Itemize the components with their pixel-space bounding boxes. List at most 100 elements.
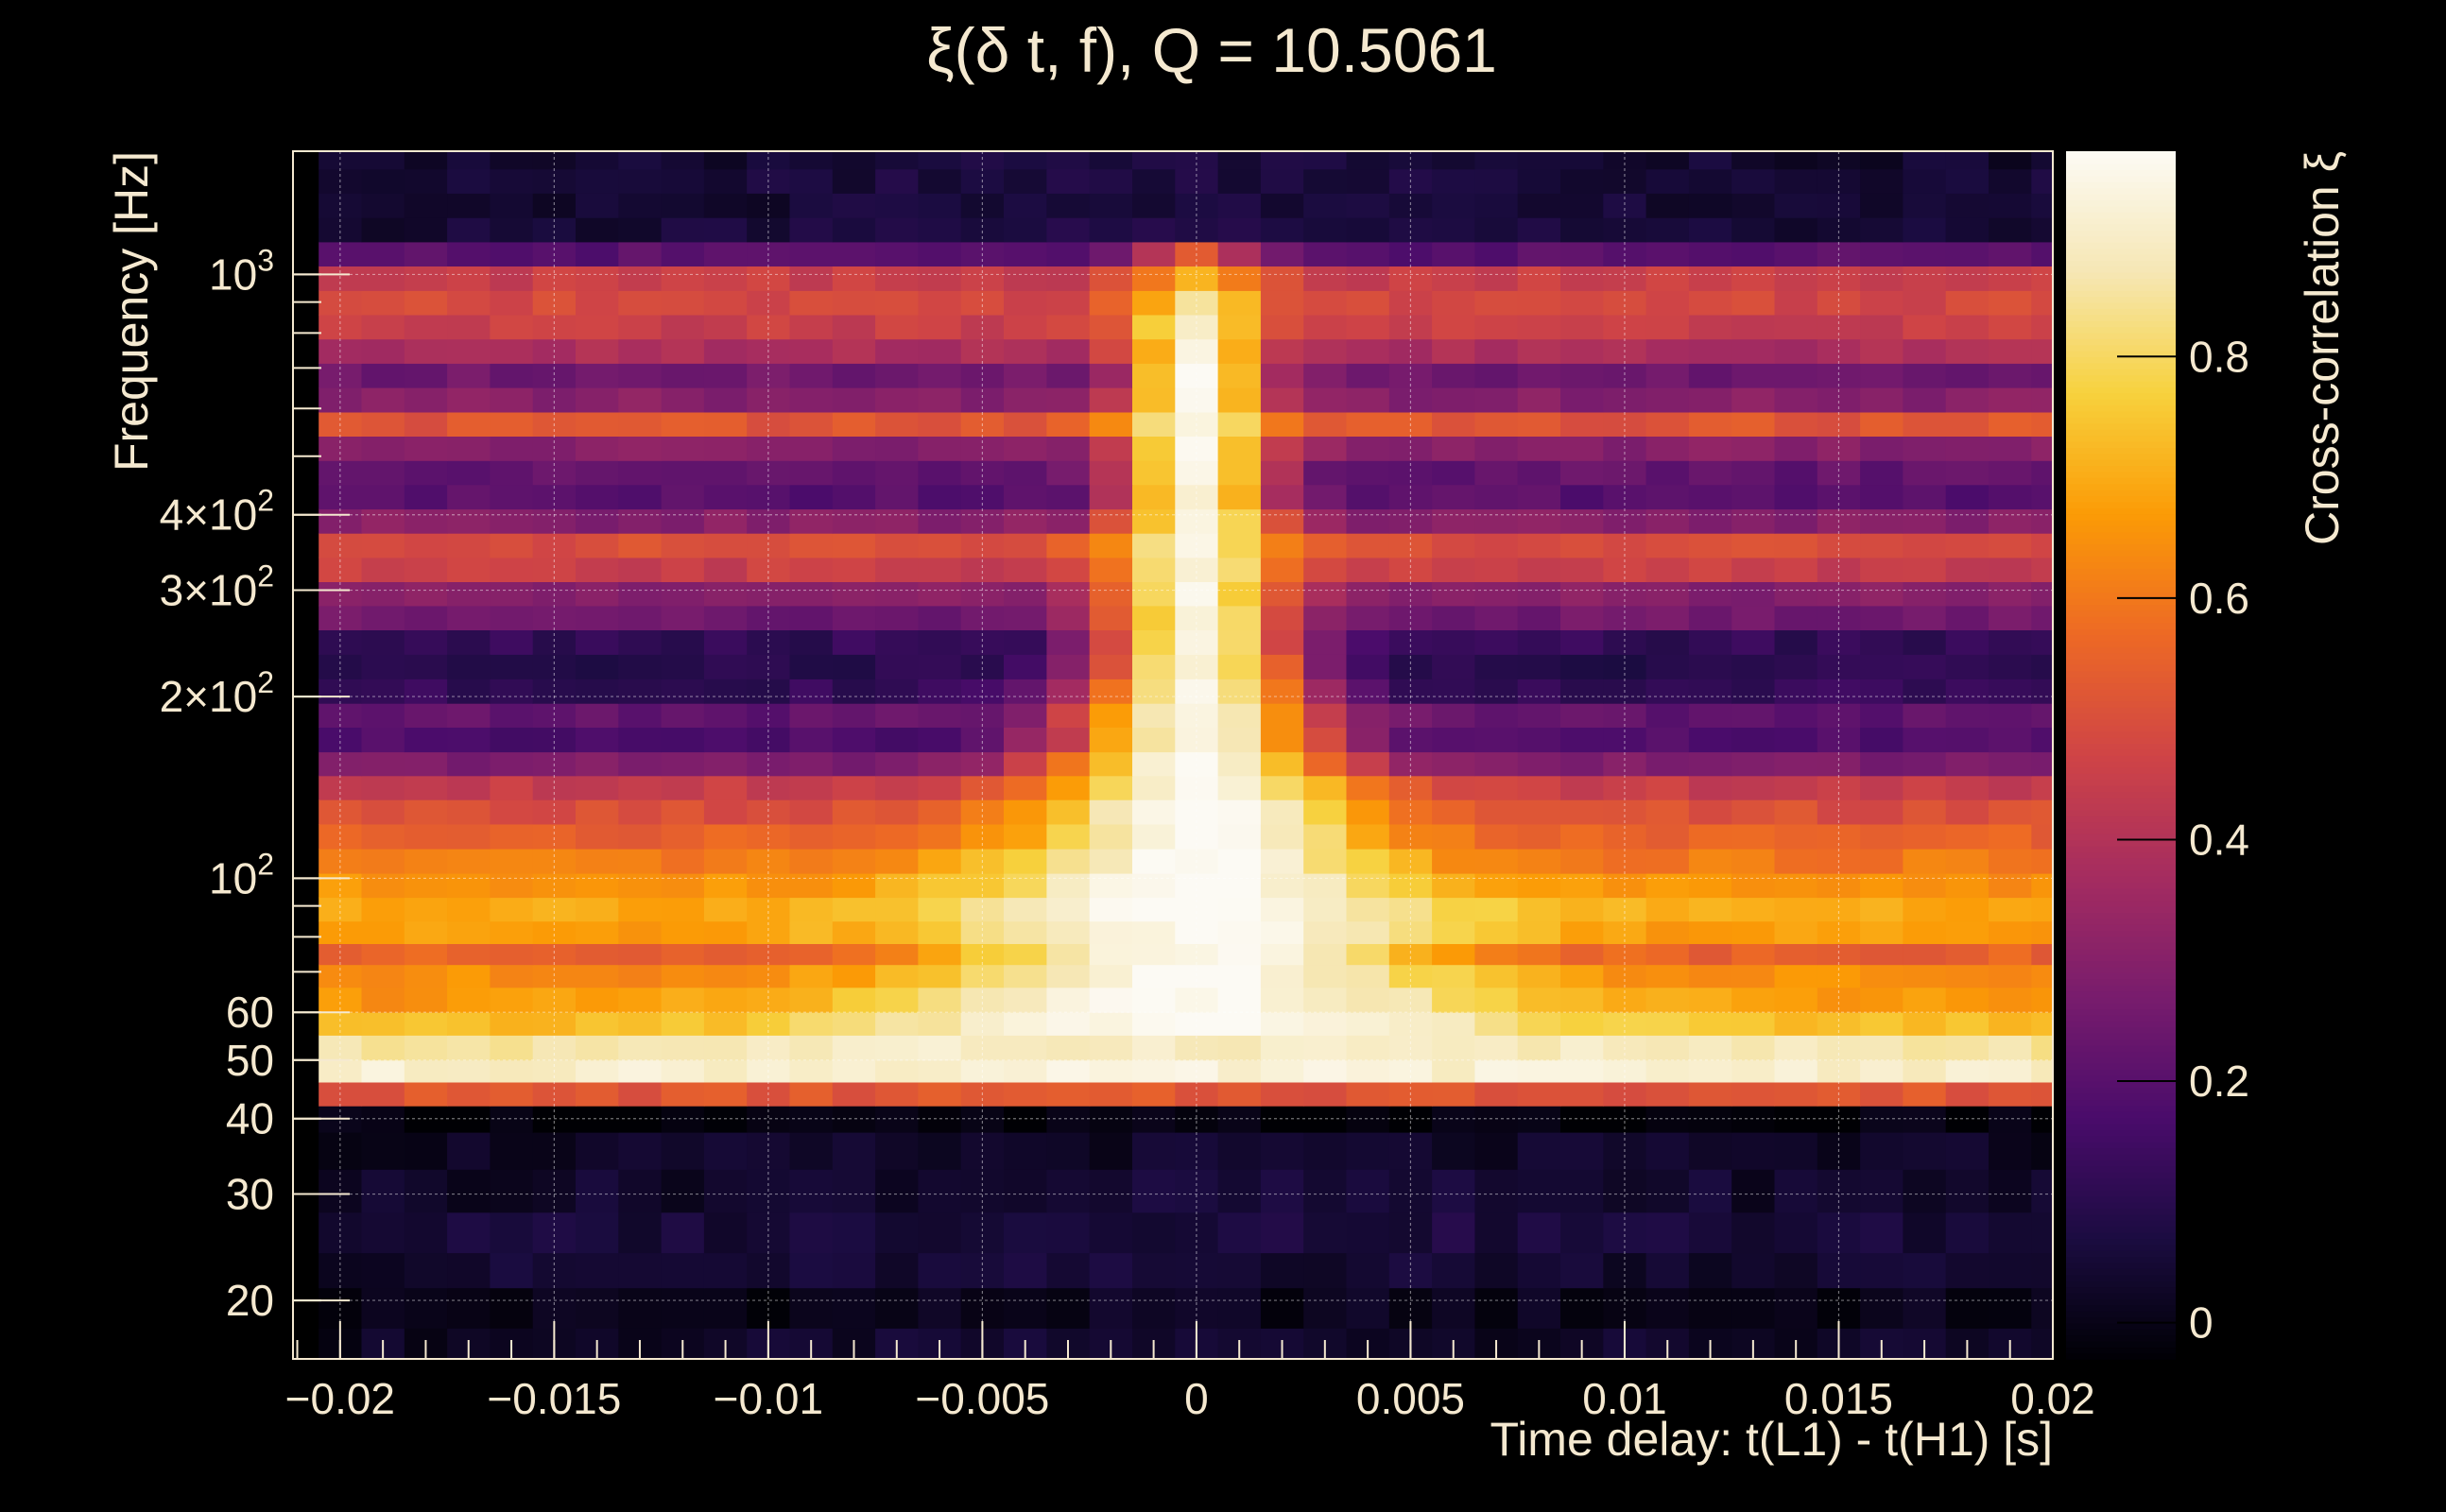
heatmap-cell: [1517, 533, 1561, 558]
heatmap-cell: [1046, 679, 1091, 704]
heatmap-cell: [1089, 168, 1133, 194]
colorbar-segment: [2066, 766, 2176, 774]
colorbar-segment: [2066, 319, 2176, 328]
heatmap-cell: [1175, 460, 1219, 486]
heatmap-cell: [1089, 775, 1133, 800]
heatmap-cell: [532, 1169, 577, 1213]
heatmap-cell: [1217, 314, 1262, 340]
heatmap-cell: [2031, 1081, 2054, 1107]
heatmap-cell: [1303, 1035, 1348, 1061]
heatmap-cell: [918, 1132, 962, 1170]
heatmap-cell: [1089, 1252, 1133, 1289]
heatmap-cell: [1089, 460, 1133, 486]
heatmap-cell: [447, 897, 491, 922]
heatmap-cell: [1089, 727, 1133, 753]
heatmap-cell: [1260, 363, 1304, 388]
heatmap-cell: [875, 679, 919, 704]
heatmap-cell: [1004, 987, 1047, 1013]
heatmap-cell: [2031, 1169, 2054, 1213]
heatmap-cell: [703, 751, 748, 777]
x-tick-label: 0: [1184, 1374, 1209, 1423]
heatmap-cell: [576, 605, 619, 630]
heatmap-cell: [1603, 411, 1647, 437]
heatmap-cell: [1688, 508, 1732, 534]
colorbar-segment: [2066, 471, 2176, 478]
heatmap-cell: [1945, 508, 1990, 534]
heatmap-cell: [1989, 1211, 2032, 1254]
heatmap-cell: [1688, 799, 1732, 825]
heatmap-cell: [1388, 533, 1433, 558]
heatmap-cell: [1303, 533, 1348, 558]
colorbar-segment: [2066, 1280, 2176, 1288]
heatmap-cell: [1860, 1059, 1903, 1083]
heatmap-cell: [1774, 849, 1818, 874]
heatmap-cell: [1817, 751, 1861, 777]
heatmap-cell: [319, 920, 363, 944]
colorbar-segment: [2066, 640, 2176, 647]
heatmap-cell: [1089, 557, 1133, 582]
heatmap-cell: [1474, 1059, 1519, 1083]
heatmap-cell: [1388, 872, 1433, 899]
heatmap-cell: [1945, 1132, 1990, 1170]
heatmap-cell: [1817, 460, 1861, 486]
heatmap-cell: [703, 679, 748, 704]
heatmap-cell: [1645, 484, 1690, 510]
heatmap-cell: [1903, 605, 1947, 630]
heatmap-cell: [1046, 581, 1091, 607]
heatmap-cell: [1175, 217, 1219, 243]
heatmap-cell: [1132, 484, 1176, 510]
colorbar-segment: [2066, 453, 2176, 460]
heatmap-cell: [789, 508, 834, 534]
heatmap-cell: [1517, 151, 1561, 170]
heatmap-cell: [1303, 824, 1348, 850]
heatmap-cell: [1731, 1106, 1776, 1133]
colorbar-segment: [2066, 163, 2176, 170]
heatmap-cell: [576, 460, 619, 486]
heatmap-cell: [1303, 411, 1348, 437]
heatmap-cell: [789, 1106, 834, 1133]
colorbar-segment: [2066, 942, 2176, 950]
heatmap-cell: [1474, 703, 1519, 728]
heatmap-cell: [960, 460, 1005, 486]
heatmap-cell: [661, 751, 705, 777]
heatmap-cell: [703, 799, 748, 825]
colorbar-segment: [2066, 706, 2176, 714]
heatmap-cell: [2031, 508, 2054, 534]
colorbar-segment: [2066, 779, 2176, 786]
heatmap-cell: [875, 605, 919, 630]
heatmap-cell: [1688, 943, 1732, 966]
heatmap-cell: [1474, 629, 1519, 655]
heatmap-cell: [1260, 193, 1304, 218]
heatmap-cell: [576, 193, 619, 218]
heatmap-cell: [576, 849, 619, 874]
heatmap-cell: [747, 363, 791, 388]
heatmap-cell: [1046, 727, 1091, 753]
heatmap-cell: [960, 363, 1005, 388]
colorbar-segment: [2066, 682, 2176, 690]
heatmap-cell: [1303, 605, 1348, 630]
heatmap-cell: [1132, 964, 1176, 988]
colorbar-segment: [2066, 507, 2176, 515]
heatmap-cell: [1517, 1012, 1561, 1036]
heatmap-cell: [1860, 629, 1903, 655]
colorbar-segment: [2066, 1322, 2176, 1330]
heatmap-cell: [319, 460, 363, 486]
heatmap-cell: [918, 987, 962, 1013]
heatmap-cell: [1945, 1211, 1990, 1254]
heatmap-cell: [1388, 920, 1433, 944]
heatmap-cell: [404, 1035, 448, 1061]
heatmap-cell: [1474, 533, 1519, 558]
heatmap-cell: [490, 168, 534, 194]
heatmap-cell: [918, 193, 962, 218]
heatmap-cell: [918, 533, 962, 558]
heatmap-cell: [618, 581, 663, 607]
heatmap-cell: [1260, 920, 1304, 944]
heatmap-cell: [532, 460, 577, 486]
heatmap-cell: [1132, 775, 1176, 800]
heatmap-cell: [1089, 193, 1133, 218]
colorbar-segment: [2066, 1021, 2176, 1028]
heatmap-cell: [789, 987, 834, 1013]
colorbar-segment: [2066, 549, 2176, 557]
heatmap-cell: [1260, 824, 1304, 850]
heatmap-cell: [1175, 1035, 1219, 1061]
